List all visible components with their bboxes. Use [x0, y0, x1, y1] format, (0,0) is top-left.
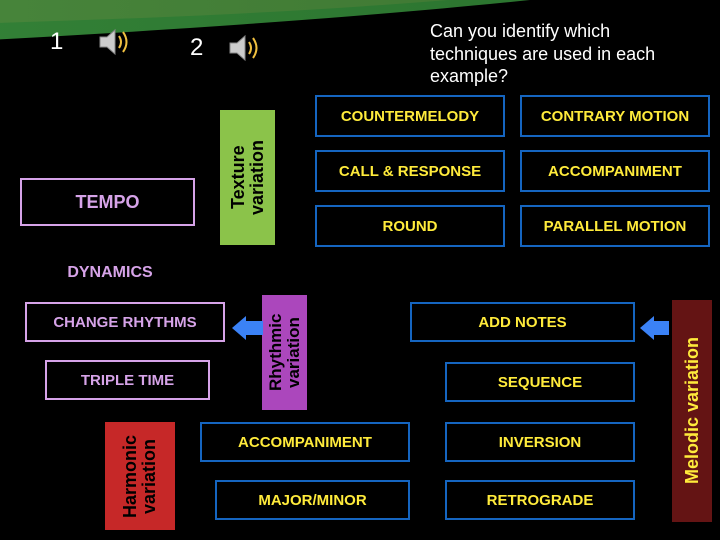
tile-label: ROUND — [383, 218, 438, 235]
tile-sequence: SEQUENCE — [445, 362, 635, 402]
tile-call-response: CALL & RESPONSE — [315, 150, 505, 192]
speaker-icon-2[interactable] — [225, 28, 265, 68]
tile-round: ROUND — [315, 205, 505, 247]
tile-label: ADD NOTES — [478, 314, 566, 331]
tile-label: ACCOMPANIMENT — [238, 434, 372, 451]
tile-inversion: INVERSION — [445, 422, 635, 462]
tile-label: Harmonic variation — [121, 428, 159, 524]
tile-label: DYNAMICS — [67, 264, 152, 282]
tile-label: CHANGE RHYTHMS — [53, 314, 196, 331]
tile-label: Melodic variation — [683, 337, 702, 484]
tile-label: Rhythmic variation — [267, 301, 303, 404]
tile-triple-time: TRIPLE TIME — [45, 360, 210, 400]
tile-label: PARALLEL MOTION — [544, 218, 687, 235]
number-1: 1 — [50, 28, 63, 56]
tile-texture-box: Texture variation — [220, 110, 275, 245]
tile-accompaniment-top: ACCOMPANIMENT — [520, 150, 710, 192]
header-row: 1 2 Can you identify which techniques ar… — [0, 10, 720, 70]
tile-dynamics: DYNAMICS — [30, 258, 190, 288]
tile-major-minor: MAJOR/MINOR — [215, 480, 410, 520]
tile-retrograde: RETROGRADE — [445, 480, 635, 520]
tile-tempo: TEMPO — [20, 178, 195, 226]
tile-label: Texture variation — [229, 116, 267, 239]
tile-add-notes: ADD NOTES — [410, 302, 635, 342]
tile-contrary-motion: CONTRARY MOTION — [520, 95, 710, 137]
tile-label: TEMPO — [75, 192, 139, 213]
tile-label: CONTRARY MOTION — [541, 108, 689, 125]
tile-harmonic-box: Harmonic variation — [105, 422, 175, 530]
tile-label: TRIPLE TIME — [81, 372, 174, 389]
number-2: 2 — [190, 34, 203, 62]
tile-label: MAJOR/MINOR — [258, 492, 366, 509]
tile-change-rhythms: CHANGE RHYTHMS — [25, 302, 225, 342]
tile-accompaniment-bot: ACCOMPANIMENT — [200, 422, 410, 462]
tile-label: CALL & RESPONSE — [339, 163, 481, 180]
tile-countermelody: COUNTERMELODY — [315, 95, 505, 137]
tile-label: INVERSION — [499, 434, 582, 451]
tile-rhythmic-box: Rhythmic variation — [262, 295, 307, 410]
question-text: Can you identify which techniques are us… — [430, 20, 700, 88]
tile-label: RETROGRADE — [487, 492, 594, 509]
arrow-1 — [640, 316, 669, 340]
tile-label: ACCOMPANIMENT — [548, 163, 682, 180]
tile-label: SEQUENCE — [498, 374, 582, 391]
tile-melodic-box: Melodic variation — [672, 300, 712, 522]
speaker-icon-1[interactable] — [95, 22, 135, 62]
tile-parallel-motion: PARALLEL MOTION — [520, 205, 710, 247]
arrow-0 — [232, 316, 263, 340]
tile-label: COUNTERMELODY — [341, 108, 479, 125]
